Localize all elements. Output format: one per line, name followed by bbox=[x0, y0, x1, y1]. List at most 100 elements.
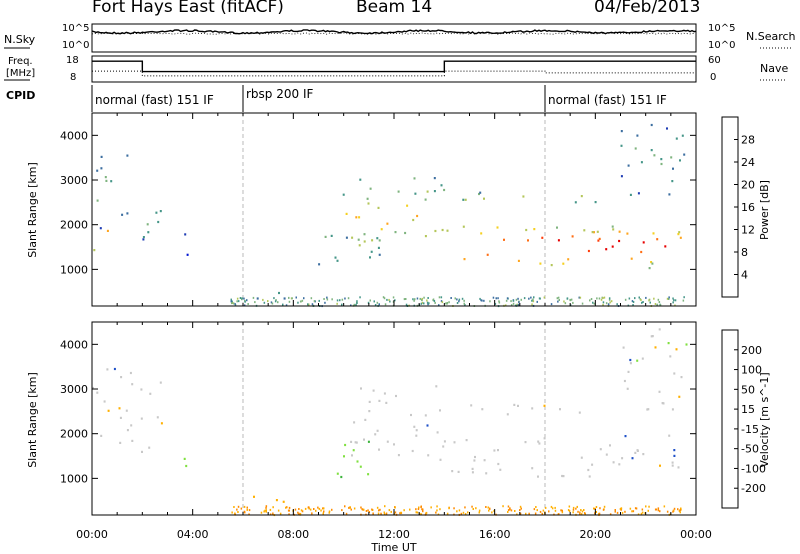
data-mark bbox=[297, 301, 299, 304]
data-mark bbox=[528, 297, 530, 300]
data-mark bbox=[147, 231, 150, 234]
y-tick-label: 4000 bbox=[60, 338, 88, 351]
data-mark bbox=[475, 507, 477, 510]
data-mark bbox=[618, 239, 621, 243]
data-mark bbox=[467, 511, 469, 514]
velocity-colorbar: 200 100 50 15 -15 -50 -100 -200 bbox=[721, 329, 766, 509]
data-mark bbox=[632, 510, 635, 513]
power-panel: 1000 2000 3000 4000 Slant Range [km] bbox=[26, 112, 697, 308]
data-mark bbox=[656, 238, 659, 241]
data-mark bbox=[427, 297, 429, 299]
data-mark bbox=[270, 301, 273, 304]
colorbar-tick-label: 15 bbox=[741, 403, 755, 416]
data-mark bbox=[621, 511, 624, 514]
data-mark bbox=[538, 442, 541, 445]
data-mark bbox=[415, 434, 418, 437]
data-mark bbox=[636, 134, 639, 137]
data-mark bbox=[675, 348, 678, 351]
data-mark bbox=[445, 302, 447, 305]
data-mark bbox=[368, 410, 371, 413]
data-mark bbox=[656, 303, 659, 306]
cpid-segment-3: normal (fast) 151 IF bbox=[548, 93, 667, 107]
data-mark bbox=[142, 238, 145, 241]
data-mark bbox=[568, 510, 571, 512]
data-mark bbox=[328, 510, 331, 513]
data-mark bbox=[186, 253, 189, 256]
data-mark bbox=[463, 258, 466, 261]
data-mark bbox=[243, 510, 246, 513]
data-mark bbox=[648, 505, 650, 508]
data-mark bbox=[634, 451, 637, 454]
data-mark bbox=[464, 506, 466, 509]
data-mark bbox=[535, 506, 537, 508]
data-mark bbox=[668, 193, 671, 196]
data-mark bbox=[416, 214, 419, 218]
data-mark bbox=[566, 297, 569, 300]
data-mark bbox=[618, 463, 621, 466]
data-mark bbox=[464, 513, 467, 516]
data-mark bbox=[483, 299, 485, 302]
data-mark bbox=[669, 355, 672, 358]
data-mark bbox=[541, 236, 544, 239]
data-mark bbox=[559, 408, 561, 411]
data-mark bbox=[569, 299, 572, 302]
data-mark bbox=[370, 250, 373, 253]
data-mark bbox=[645, 505, 647, 508]
data-mark bbox=[560, 509, 562, 512]
data-mark bbox=[478, 511, 480, 514]
data-mark bbox=[183, 457, 186, 460]
data-mark bbox=[241, 297, 243, 300]
data-mark bbox=[374, 304, 377, 306]
data-mark bbox=[413, 425, 416, 428]
data-mark bbox=[96, 169, 99, 172]
data-mark bbox=[378, 509, 380, 512]
data-mark bbox=[550, 505, 553, 508]
data-mark bbox=[498, 301, 501, 304]
data-mark bbox=[640, 512, 643, 515]
data-mark bbox=[589, 299, 591, 302]
nave-tick-bottom: 0 bbox=[710, 72, 716, 83]
data-mark bbox=[288, 513, 290, 516]
colorbar-tick-label: 24 bbox=[741, 156, 755, 169]
data-mark bbox=[668, 298, 670, 300]
data-mark bbox=[297, 511, 299, 514]
data-mark bbox=[272, 512, 274, 515]
data-mark bbox=[120, 376, 123, 379]
data-mark bbox=[126, 154, 129, 157]
data-mark bbox=[679, 236, 682, 239]
data-mark bbox=[489, 507, 491, 510]
data-mark bbox=[376, 506, 379, 509]
date-label: 04/Feb/2013 bbox=[594, 0, 701, 17]
data-mark bbox=[645, 296, 647, 299]
data-mark bbox=[275, 499, 278, 502]
data-mark bbox=[260, 511, 263, 514]
noise-right-tick-top: 10^5 bbox=[708, 23, 735, 34]
data-mark bbox=[436, 509, 438, 512]
data-mark bbox=[600, 298, 603, 301]
data-mark bbox=[376, 237, 379, 240]
data-mark bbox=[608, 297, 611, 300]
data-mark bbox=[311, 512, 313, 515]
x-tick-label: 04:00 bbox=[177, 528, 209, 541]
data-mark bbox=[353, 303, 356, 306]
data-mark bbox=[354, 441, 357, 444]
data-mark bbox=[474, 455, 476, 459]
data-mark bbox=[562, 475, 565, 478]
data-mark bbox=[655, 508, 658, 511]
data-mark bbox=[561, 474, 564, 478]
data-mark bbox=[446, 512, 449, 515]
data-mark bbox=[272, 506, 274, 509]
data-mark bbox=[614, 509, 616, 511]
data-mark bbox=[616, 511, 619, 514]
data-mark bbox=[588, 475, 591, 478]
data-mark bbox=[557, 239, 560, 242]
data-mark bbox=[300, 509, 303, 512]
data-mark bbox=[498, 300, 500, 303]
data-mark bbox=[597, 239, 600, 242]
data-mark bbox=[630, 257, 633, 260]
data-mark bbox=[590, 298, 593, 300]
data-mark bbox=[324, 301, 326, 304]
data-mark bbox=[129, 371, 132, 375]
data-mark bbox=[537, 475, 539, 478]
data-mark bbox=[246, 506, 248, 509]
